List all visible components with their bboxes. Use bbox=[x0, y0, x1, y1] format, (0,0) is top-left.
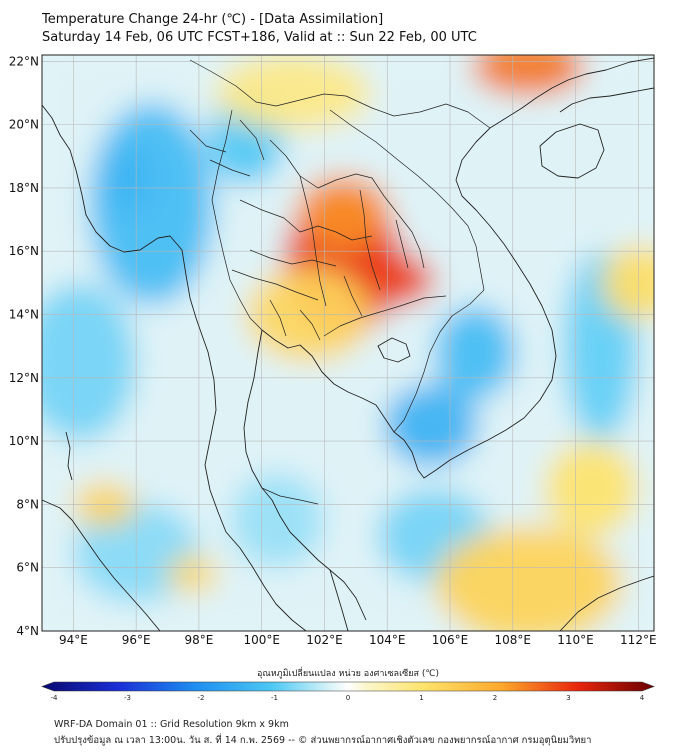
footer-model-info: WRF-DA Domain 01 :: Grid Resolution 9km … bbox=[54, 719, 289, 730]
lat-tick-label: 8°N bbox=[16, 497, 39, 511]
colorbar-tick-label: 4 bbox=[640, 694, 645, 700]
lon-tick-label: 110°E bbox=[557, 633, 594, 647]
border-thailand-laos bbox=[269, 139, 425, 269]
field-cell-9 bbox=[434, 305, 516, 400]
colorbar-tick-label: -1 bbox=[271, 694, 278, 700]
coastline-sumatra bbox=[42, 499, 161, 631]
colorbar: -4 -3 -2 -1 0 1 2 3 4 bbox=[41, 681, 655, 700]
colorbar-tick-label: -4 bbox=[51, 694, 59, 700]
coastline-south-china bbox=[559, 87, 654, 113]
colorbar-tick-label: 1 bbox=[419, 694, 423, 700]
footer-credit: ปรับปรุงข้อมูล ณ เวลา 13:00น. วัน ส. ที่… bbox=[54, 735, 592, 746]
lon-tick-label: 112°E bbox=[620, 633, 657, 647]
lat-tick-label: 20°N bbox=[9, 118, 39, 132]
lat-tick-label: 18°N bbox=[9, 181, 39, 195]
lat-tick-label: 16°N bbox=[9, 244, 39, 258]
coastline-borneo bbox=[559, 575, 654, 631]
lon-tick-label: 94°E bbox=[59, 633, 88, 647]
field-cell-14 bbox=[230, 472, 325, 568]
lat-tick-label: 4°N bbox=[16, 624, 39, 638]
latitude-axis: 22°N 20°N 18°N 16°N 14°N 12°N 10°N 8°N 6°N 4°N bbox=[9, 54, 39, 638]
map-frame bbox=[41, 54, 655, 632]
colorbar-tick-label: 0 bbox=[346, 694, 350, 700]
lon-tick-label: 98°E bbox=[184, 633, 213, 647]
lat-tick-label: 14°N bbox=[9, 308, 39, 322]
coastline-vietnam-south bbox=[403, 243, 557, 479]
coastline-vietnam-north bbox=[455, 57, 654, 245]
tonle-sap-lake bbox=[377, 337, 411, 363]
border-thailand-malaysia bbox=[261, 487, 319, 505]
field-cell-2 bbox=[296, 175, 391, 252]
colorbar-tick-label: 3 bbox=[566, 694, 570, 700]
lat-tick-label: 6°N bbox=[16, 561, 39, 575]
field-cell-18 bbox=[544, 441, 639, 537]
lon-tick-label: 96°E bbox=[122, 633, 151, 647]
coastline-gulf-head bbox=[261, 329, 405, 441]
temperature-field bbox=[42, 55, 654, 631]
colorbar-tick-label: -3 bbox=[124, 694, 131, 700]
temperature-change-map: 22°N 20°N 18°N 16°N 14°N 12°N 10°N 8°N 6°N 4°N 94… bbox=[9, 54, 657, 700]
lon-tick-label: 100°E bbox=[243, 633, 280, 647]
field-cell-1 bbox=[365, 254, 435, 306]
border-laos-vietnam bbox=[329, 109, 485, 291]
interior-boundaries bbox=[189, 119, 409, 341]
border-thailand-cambodia bbox=[323, 295, 447, 337]
colorbar-gradient bbox=[41, 681, 655, 692]
longitude-axis: 94°E 96°E 98°E 100°E 102°E 104°E 106°E 108°E 110… bbox=[59, 633, 657, 647]
coastline-andaman-south bbox=[204, 351, 307, 631]
graticule bbox=[42, 55, 654, 631]
colorbar-label: อุณหภูมิเปลี่ยนแปลง หน่วย องศาเซลเซียส (… bbox=[257, 666, 439, 679]
coastline-gulf-west bbox=[243, 329, 367, 621]
border-cambodia-vietnam bbox=[393, 289, 485, 433]
map-subtitle: Saturday 14 Feb, 06 UTC FCST+186, Valid … bbox=[42, 30, 477, 45]
field-cell-19 bbox=[600, 244, 654, 321]
field-cell-16 bbox=[167, 555, 218, 594]
field-cell-17 bbox=[434, 526, 623, 631]
coastline-myanmar-west bbox=[42, 104, 209, 353]
hainan-island bbox=[539, 123, 605, 179]
colorbar-tick-label: -2 bbox=[198, 694, 205, 700]
field-cell-6 bbox=[89, 102, 215, 306]
field-cell-3 bbox=[471, 55, 585, 97]
andaman-islands bbox=[65, 431, 73, 481]
border-china bbox=[189, 59, 491, 129]
lon-tick-label: 104°E bbox=[369, 633, 406, 647]
lon-tick-label: 106°E bbox=[432, 633, 469, 647]
field-cell-20 bbox=[214, 55, 372, 131]
lat-tick-label: 10°N bbox=[9, 434, 39, 448]
lon-tick-label: 102°E bbox=[306, 633, 343, 647]
lat-tick-label: 22°N bbox=[9, 54, 39, 68]
map-title: Temperature Change 24-hr (℃) - [Data Ass… bbox=[42, 12, 384, 27]
lon-tick-label: 108°E bbox=[495, 633, 532, 647]
field-cell-11 bbox=[42, 282, 137, 442]
border-myanmar-thailand bbox=[211, 109, 263, 331]
colorbar-tick-label: 2 bbox=[493, 694, 497, 700]
coastlines-and-borders bbox=[42, 57, 654, 631]
lat-tick-label: 12°N bbox=[9, 371, 39, 385]
coastline-malaysia-east bbox=[329, 569, 349, 631]
country-borders bbox=[189, 59, 491, 505]
